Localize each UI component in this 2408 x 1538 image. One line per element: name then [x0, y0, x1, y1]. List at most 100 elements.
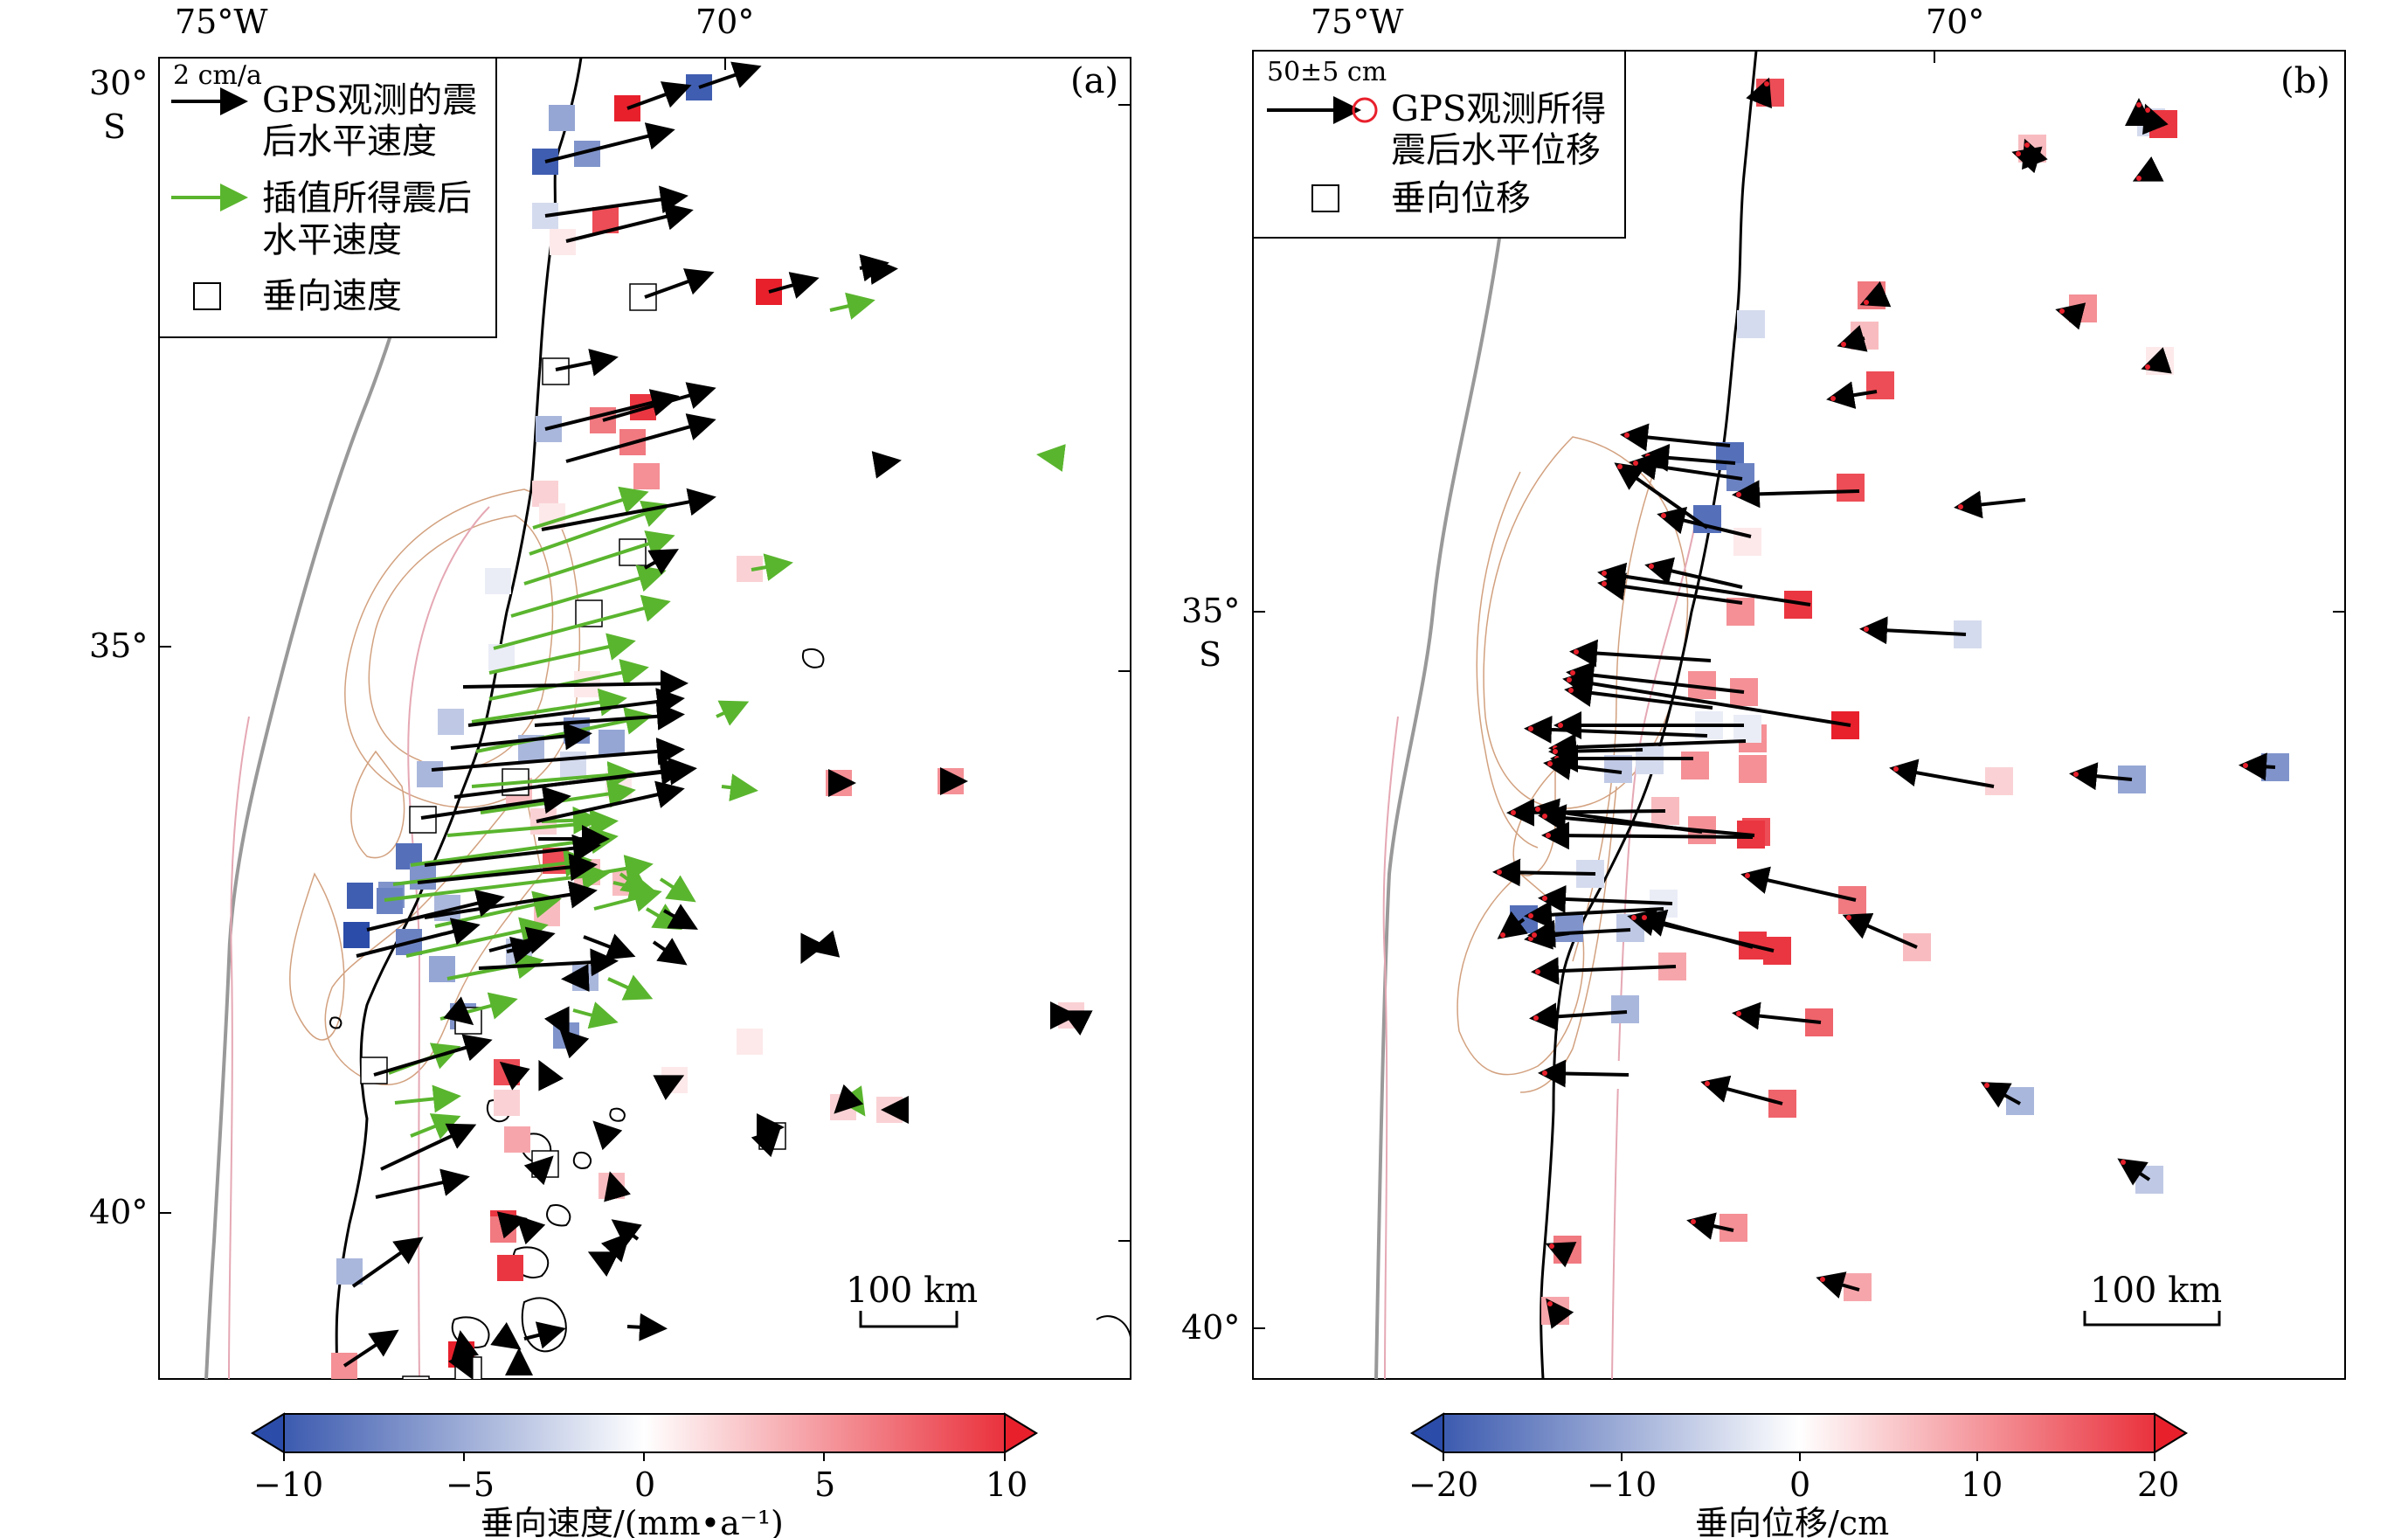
trench-line-b: [1374, 51, 1522, 1379]
interp-arrow: [829, 292, 875, 320]
gps-arrow: [1700, 1075, 1783, 1105]
lat-label-b-40: 40°: [1181, 1308, 1240, 1347]
gps-arrow: [541, 488, 716, 531]
gps-arrow: [544, 122, 675, 163]
gps-arrow: [565, 203, 694, 243]
interp-arrow: [659, 875, 696, 903]
gps-arrow: [1980, 1082, 2021, 1108]
gps-arrow: [1657, 507, 1752, 538]
vertical-square: [343, 922, 370, 948]
error-ellipse: [1705, 1081, 1710, 1086]
gps-arrow: [467, 688, 685, 727]
vertical-square: [686, 324, 712, 350]
error-ellipse: [1736, 1011, 1741, 1016]
vertical-square: [737, 1029, 763, 1055]
error-ellipse: [1893, 766, 1899, 772]
gps-arrow: [536, 780, 685, 823]
gps-arrow: [1548, 733, 1747, 762]
error-ellipse: [1535, 969, 1540, 974]
gps-arrow: [1541, 821, 1754, 850]
panel-b-map-content: [1253, 51, 2345, 1379]
gps-arrow: [1816, 1271, 1860, 1299]
error-ellipse: [1691, 1219, 1696, 1224]
error-ellipse: [1570, 670, 1575, 675]
vertical-square: [336, 1258, 363, 1285]
error-ellipse: [1958, 504, 1963, 509]
error-ellipse: [1547, 1301, 1553, 1306]
gps-arrow: [1629, 452, 1743, 481]
vertical-square: [1985, 767, 2013, 795]
error-ellipse: [1864, 627, 1869, 632]
error-ellipse: [1535, 807, 1540, 812]
vertical-square: [402, 1375, 430, 1379]
gps-arrow: [1569, 639, 1712, 668]
interp-arrow: [721, 773, 758, 802]
gps-arrow: [1842, 912, 1918, 949]
gps-arrow: [663, 904, 698, 930]
gps-arrow: [587, 1251, 619, 1278]
vertical-square: [494, 1090, 520, 1116]
legend-interp-label-1: 插值所得震后: [262, 178, 472, 218]
error-ellipse: [1528, 726, 1533, 731]
gps-arrow: [611, 1219, 642, 1248]
gps-arrow: [523, 1321, 566, 1349]
gps-arrow: [583, 933, 636, 960]
interp-arrow: [1036, 444, 1066, 472]
error-ellipse: [1864, 300, 1869, 305]
gps-arrow: [604, 1171, 631, 1202]
error-ellipse: [1532, 932, 1537, 938]
interp-arrow: [532, 486, 649, 530]
cbar-a-tick-2: −5: [446, 1465, 495, 1504]
gps-arrow: [544, 389, 680, 431]
gps-arrow: [1492, 858, 1596, 887]
vertical-square: [488, 644, 515, 670]
error-ellipse: [1542, 1070, 1547, 1076]
vertical-square: [2069, 294, 2097, 322]
gps-arrow: [1531, 957, 1677, 986]
interp-arrow: [510, 565, 667, 618]
gps-arrow: [1527, 919, 1631, 948]
gps-arrow: [1538, 804, 1755, 837]
gps-arrow: [1837, 324, 1868, 352]
lon-label-b-70: 70°: [1926, 3, 1984, 41]
error-ellipse: [2136, 102, 2142, 107]
gps-arrow: [751, 1127, 781, 1158]
lon-label-a-75w: 75°W: [175, 3, 267, 41]
gps-arrow: [1524, 715, 1708, 744]
error-ellipse: [2145, 364, 2150, 370]
gps-arrow: [380, 1123, 477, 1171]
error-ellipse: [2145, 107, 2150, 113]
gps-arrow: [490, 1322, 522, 1350]
gps-arrow: [1732, 1001, 1822, 1030]
error-ellipse: [1631, 915, 1636, 920]
cbar-b-tick-1: −20: [1408, 1465, 1478, 1504]
gps-arrow: [871, 451, 902, 479]
legend-gps-label-1: GPS观测的震: [262, 80, 477, 121]
legend-panel-b: 50±5 cm GPS观测所得 震后水平位移 垂向位移: [1252, 50, 1626, 239]
cbar-a-tick-4: 5: [814, 1465, 835, 1504]
error-ellipse: [1764, 81, 1769, 87]
vertical-square: [494, 1059, 520, 1085]
vertical-square: [532, 481, 558, 507]
gps-arrow: [559, 1029, 590, 1059]
gps-arrow: [561, 964, 590, 992]
interp-arrow: [716, 700, 750, 726]
gps-arrow: [2011, 146, 2043, 174]
cbar-a-tick-3: 0: [634, 1465, 655, 1504]
interp-arrow: [488, 633, 636, 675]
interp-arrow: [446, 951, 544, 980]
vertical-square: [1837, 474, 1865, 502]
lon-label-b-75w: 75°W: [1311, 3, 1403, 41]
interp-arrow: [572, 1001, 619, 1029]
error-ellipse: [1602, 581, 1607, 586]
gps-displacement-arrows: [1492, 77, 2276, 1329]
gps-arrow: [565, 413, 716, 463]
error-ellipse: [1558, 723, 1563, 728]
vertical-square: [542, 357, 570, 385]
error-ellipse: [1533, 1015, 1539, 1021]
error-ellipse: [1497, 869, 1502, 875]
error-ellipse: [1745, 873, 1750, 878]
error-ellipse: [1546, 833, 1551, 838]
coastline: [335, 58, 583, 1379]
interp-arrow: [471, 761, 636, 789]
